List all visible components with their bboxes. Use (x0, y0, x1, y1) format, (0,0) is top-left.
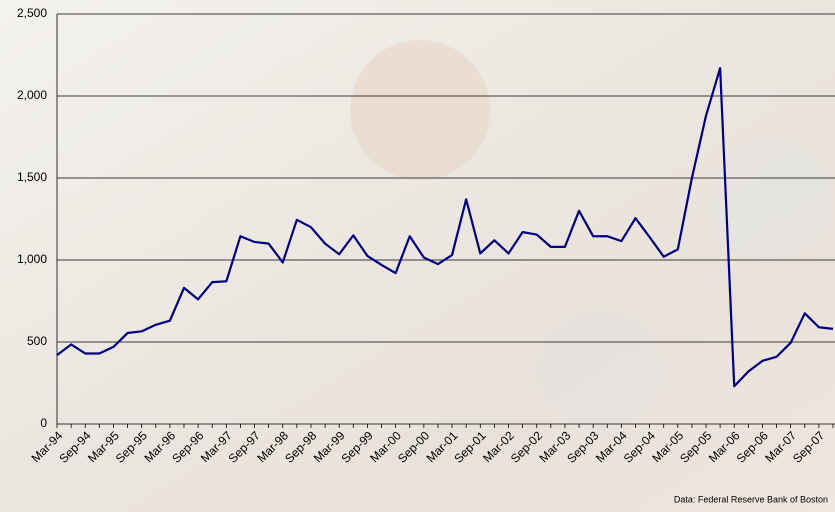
y-tick-label: 2,500 (17, 6, 47, 20)
data-line (56, 67, 834, 388)
y-tick-label: 1,500 (17, 170, 47, 184)
coin-decoration (540, 310, 660, 430)
y-tick-label: 0 (40, 416, 47, 430)
source-note: Data: Federal Reserve Bank of Boston (674, 494, 828, 504)
y-tick-label: 2,000 (17, 88, 47, 102)
coin-decoration (710, 140, 830, 260)
y-tick-label: 500 (27, 334, 47, 348)
coin-decoration (350, 40, 490, 180)
y-tick-label: 1,000 (17, 252, 47, 266)
